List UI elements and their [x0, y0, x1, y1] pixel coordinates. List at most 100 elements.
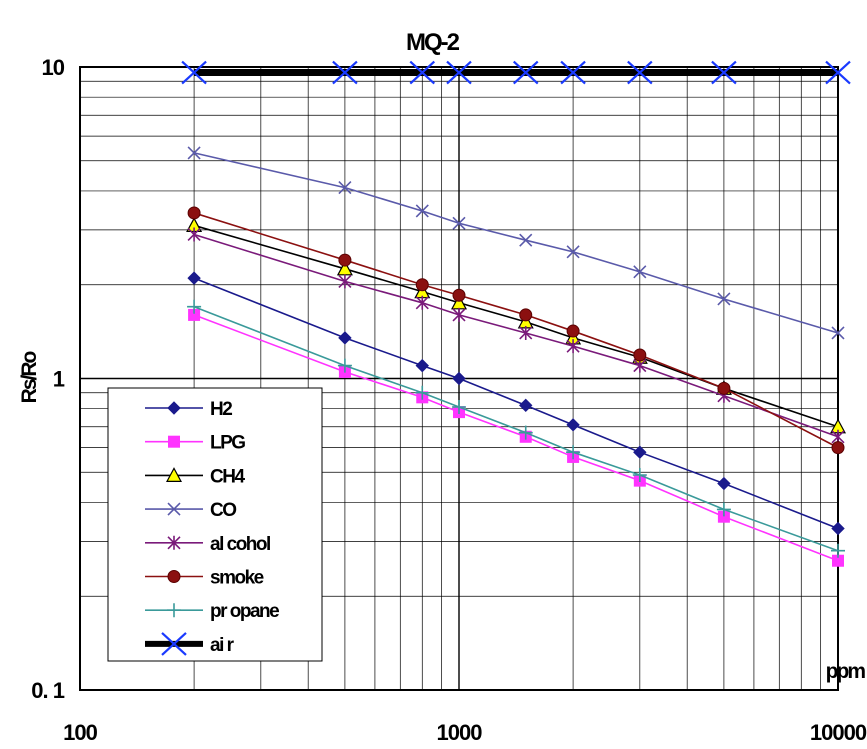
data-point: [711, 60, 737, 85]
data-point: [825, 60, 851, 85]
legend-label: pr opane: [210, 601, 279, 622]
legend: H2 LPG CH4 CO al cohol smoke pr opane ai r: [107, 387, 323, 662]
legend-item: CO: [145, 500, 238, 521]
data-point: [633, 445, 647, 459]
data-point: [181, 60, 207, 85]
series-h2: [187, 271, 845, 536]
data-point: [831, 326, 845, 340]
x-tick-label: 100: [63, 720, 97, 745]
data-point: [627, 60, 653, 85]
data-point: [717, 381, 731, 395]
data-point: [188, 308, 201, 321]
data-point: [187, 299, 202, 314]
data-point: [187, 206, 201, 220]
data-point: [187, 227, 201, 242]
series-smoke: [187, 206, 845, 455]
plot-frame: [79, 66, 839, 691]
series-co: [187, 146, 845, 340]
series-propane: [187, 299, 845, 558]
series-alcohol: [187, 227, 845, 444]
legend-label: al cohol: [210, 534, 270, 555]
legend-item: CH4: [145, 466, 247, 487]
data-point: [332, 60, 358, 85]
data-point: [168, 435, 180, 448]
data-point: [566, 339, 580, 354]
legend-box: [107, 387, 323, 662]
data-point: [452, 288, 466, 302]
data-point: [632, 468, 647, 483]
data-point: [566, 324, 580, 338]
data-point: [831, 521, 845, 536]
legend-item: H2: [145, 399, 234, 420]
data-point: [415, 278, 429, 292]
data-point: [167, 535, 181, 550]
y-tick-label: 10: [42, 55, 65, 80]
data-point: [717, 292, 731, 306]
y-tick-label: 0. 1: [31, 678, 64, 703]
legend-item: smoke: [145, 568, 265, 589]
data-point: [167, 570, 181, 583]
data-point: [338, 274, 352, 289]
data-point: [338, 331, 352, 345]
legend-label: smoke: [210, 568, 264, 589]
data-point: [717, 510, 730, 523]
y-axis-title: Rs/Ro: [18, 351, 41, 403]
legend-label: CH4: [210, 466, 245, 487]
data-point: [167, 502, 181, 516]
data-point: [452, 400, 466, 415]
data-point: [337, 358, 352, 373]
grid-lines: [80, 67, 838, 690]
data-point: [415, 204, 429, 218]
data-point: [446, 60, 472, 85]
legend-item: al cohol: [145, 534, 272, 555]
data-point: [560, 60, 586, 85]
data-point: [566, 418, 580, 432]
series-group: [181, 60, 851, 567]
data-point: [452, 216, 466, 230]
chart-text: MQ-2 100 1000 10000 10 1 0. 1 Rs/Ro ppm: [18, 29, 867, 745]
data-point: [452, 371, 466, 386]
data-point: [633, 265, 647, 279]
legend-label: LPG: [210, 433, 245, 454]
data-point: [717, 476, 731, 491]
x-tick-label: 1000: [437, 720, 483, 745]
data-point: [518, 425, 533, 440]
legend-item: pr opane: [145, 601, 281, 622]
data-point: [519, 308, 533, 322]
data-point: [167, 401, 181, 415]
legend-item: ai r: [145, 632, 236, 656]
data-point: [161, 632, 187, 656]
data-point: [415, 295, 429, 310]
data-point: [566, 245, 580, 259]
data-point: [338, 181, 352, 195]
legend-item: LPG: [145, 433, 247, 454]
legend-label: H2: [210, 399, 232, 420]
data-point: [415, 385, 430, 400]
data-point: [167, 603, 181, 618]
data-point: [512, 60, 539, 85]
legend-label: CO: [210, 500, 236, 521]
data-point: [415, 358, 429, 373]
y-tick-label: 1: [53, 367, 65, 392]
data-point: [566, 445, 581, 460]
chart-title: MQ-2: [406, 29, 460, 56]
data-point: [187, 271, 201, 285]
data-point: [452, 307, 466, 322]
data-point: [187, 146, 201, 160]
data-point: [831, 543, 845, 558]
series-air: [181, 60, 851, 85]
data-point: [633, 348, 647, 362]
data-point: [165, 467, 183, 482]
data-point: [716, 502, 731, 517]
x-tick-label: 10000: [810, 720, 867, 745]
data-point: [338, 253, 352, 267]
data-point: [831, 441, 845, 455]
data-point: [832, 554, 844, 567]
data-point: [519, 398, 533, 413]
data-point: [519, 325, 533, 340]
data-point: [519, 233, 533, 247]
legend-label: ai r: [210, 635, 235, 656]
data-point: [409, 60, 436, 85]
x-axis-title: ppm: [826, 660, 866, 683]
